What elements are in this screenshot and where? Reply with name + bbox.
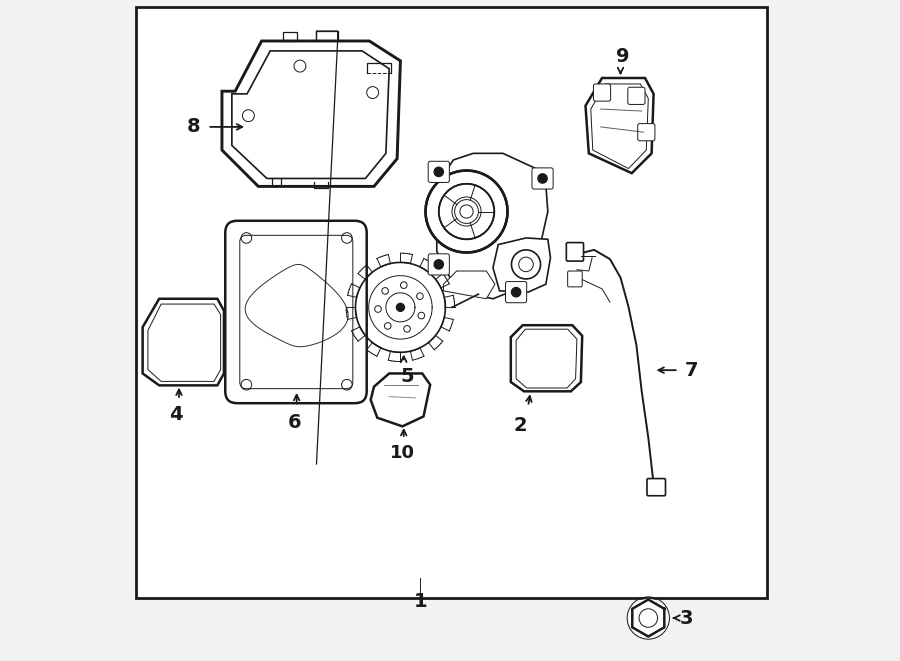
Circle shape: [511, 250, 541, 279]
Circle shape: [426, 171, 508, 253]
PathPatch shape: [371, 373, 430, 426]
Bar: [136, 7, 768, 598]
PathPatch shape: [590, 84, 648, 169]
FancyBboxPatch shape: [638, 124, 655, 141]
Text: 5: 5: [400, 367, 414, 386]
Circle shape: [639, 609, 658, 627]
PathPatch shape: [444, 271, 495, 299]
Text: 9: 9: [616, 47, 630, 66]
Text: 10: 10: [390, 444, 415, 462]
Circle shape: [538, 174, 547, 183]
Circle shape: [630, 600, 667, 637]
FancyBboxPatch shape: [532, 168, 554, 189]
PathPatch shape: [586, 78, 653, 173]
Text: 6: 6: [288, 413, 302, 432]
PathPatch shape: [148, 304, 220, 381]
PathPatch shape: [222, 41, 400, 186]
PathPatch shape: [516, 329, 577, 388]
FancyBboxPatch shape: [239, 235, 353, 389]
FancyBboxPatch shape: [568, 271, 582, 287]
FancyBboxPatch shape: [593, 84, 610, 101]
FancyBboxPatch shape: [647, 479, 665, 496]
Circle shape: [397, 303, 404, 311]
Circle shape: [434, 167, 444, 176]
PathPatch shape: [232, 51, 389, 178]
FancyBboxPatch shape: [566, 243, 583, 261]
FancyBboxPatch shape: [225, 221, 366, 403]
Text: 3: 3: [680, 609, 694, 627]
Circle shape: [511, 288, 521, 297]
Text: 8: 8: [186, 118, 200, 136]
FancyBboxPatch shape: [428, 161, 449, 182]
Circle shape: [434, 260, 444, 269]
FancyBboxPatch shape: [506, 282, 526, 303]
PathPatch shape: [142, 299, 224, 385]
Text: 2: 2: [514, 416, 527, 436]
FancyBboxPatch shape: [628, 87, 645, 104]
Text: 1: 1: [413, 592, 428, 611]
FancyBboxPatch shape: [428, 254, 449, 275]
PathPatch shape: [511, 325, 582, 391]
PathPatch shape: [436, 153, 548, 299]
Text: 4: 4: [169, 405, 183, 424]
Text: 7: 7: [685, 361, 698, 379]
PathPatch shape: [493, 238, 551, 292]
